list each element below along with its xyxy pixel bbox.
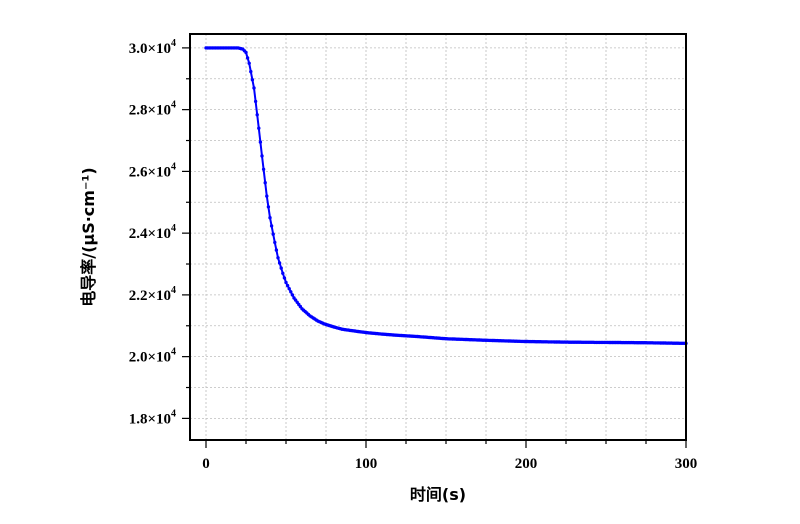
data-point (260, 154, 264, 158)
data-point (274, 248, 279, 252)
data-point (276, 256, 280, 260)
minor-ticks (186, 78, 647, 444)
data-point (277, 261, 282, 265)
data-point (244, 50, 248, 55)
data-point (263, 181, 267, 185)
data-point (249, 69, 253, 74)
data-point (258, 140, 263, 144)
data-point (255, 113, 259, 117)
series-layer (204, 46, 688, 346)
data-point (287, 287, 291, 291)
data-point (279, 266, 283, 270)
plot-frame (189, 33, 687, 441)
data-point (257, 126, 261, 130)
grid-lines (190, 34, 686, 440)
data-point (268, 216, 272, 220)
data-point (247, 61, 251, 65)
data-point (284, 280, 288, 285)
x-tick-label: 100 (355, 456, 378, 472)
data-point (252, 86, 256, 90)
data-point (285, 283, 290, 288)
data-point (261, 167, 266, 171)
y-tick-label: 2.0×104 (129, 347, 176, 366)
y-tick-label: 2.2×104 (129, 285, 176, 304)
y-tick-labels: 1.8×104 2.0×104 2.2×104 2.4×104 2.6×104 2.8×1… (129, 38, 176, 427)
data-point (253, 99, 258, 104)
data-point (273, 240, 277, 245)
y-tick-label: 1.8×104 (129, 408, 176, 427)
x-tick-label: 200 (515, 456, 538, 472)
data-point (290, 293, 295, 297)
y-tick-label: 2.6×104 (129, 161, 176, 180)
y-axis-title: 电导率/(μS·cm⁻¹) (79, 167, 98, 306)
y-tick-label: 2.8×104 (129, 100, 176, 119)
data-point (282, 276, 287, 280)
x-tick-label: 300 (675, 456, 698, 472)
data-point (250, 78, 255, 82)
major-ticks (182, 47, 687, 448)
y-tick-label: 3.0×104 (129, 38, 176, 57)
data-point (266, 205, 271, 209)
data-point (281, 271, 285, 275)
data-point (245, 56, 250, 60)
x-tick-label: 0 (202, 456, 210, 472)
y-tick-label: 2.4×104 (129, 223, 176, 242)
data-point (265, 194, 269, 198)
data-point (271, 232, 275, 236)
x-axis-title: 时间(s) (410, 485, 466, 504)
x-tick-labels: 0 100 200 300 (202, 456, 697, 472)
data-point (289, 290, 293, 294)
data-point (269, 224, 274, 228)
